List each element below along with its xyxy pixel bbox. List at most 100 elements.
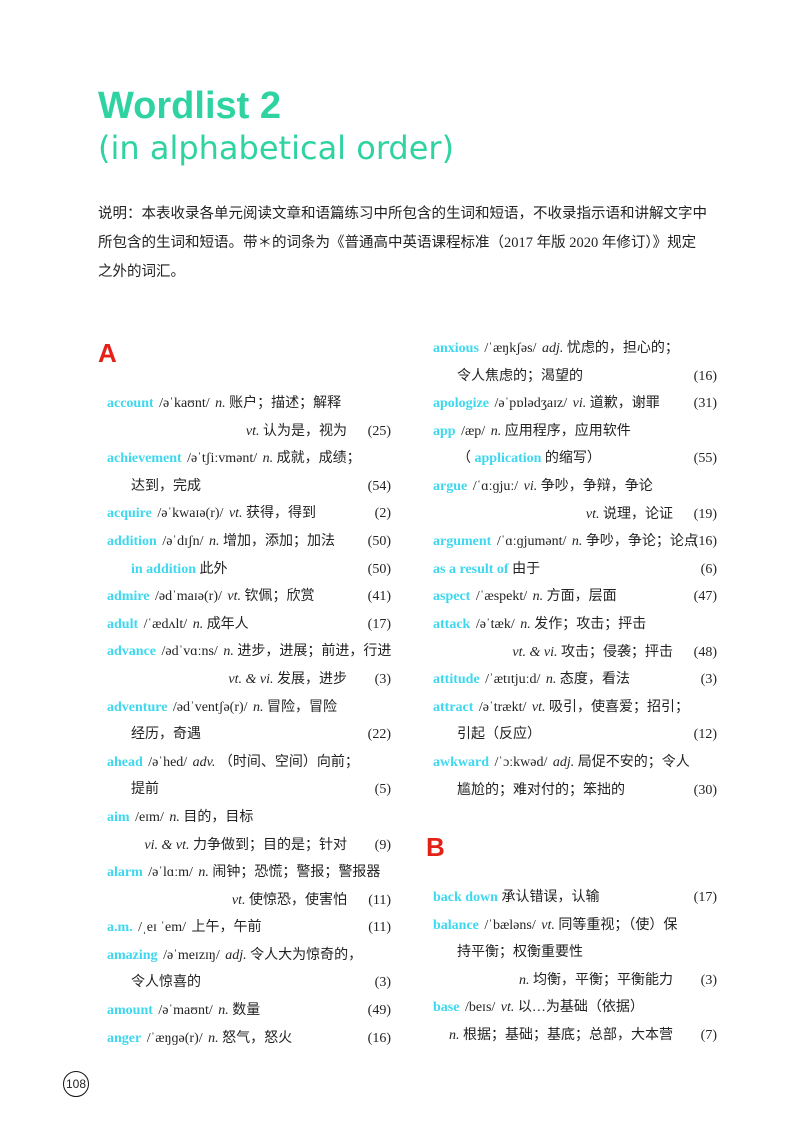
- phonetic: /ˈɑːɡjumənt/: [496, 534, 567, 550]
- entry-line: 提前 (5): [107, 776, 391, 804]
- word-entry: alarm /əˈlɑːm/ n. 闹钟；恐慌；警报；警报器: [107, 859, 391, 887]
- headword: advance: [107, 644, 156, 660]
- entry-line: 尴尬的；难对付的；笨拙的 (30): [433, 777, 717, 805]
- entry-line: in addition 此外 (50): [107, 556, 391, 584]
- unit-reference: (25): [367, 423, 391, 439]
- word-entry: ahead /əˈhed/ adv. （时间、空间）向前；: [107, 749, 391, 777]
- definition: 怒气，怒火: [222, 1030, 293, 1046]
- phonetic: /ˈæspekt/: [475, 589, 528, 605]
- word-entry: a.m. /ˌeɪ ˈem/ 上午，午前 (11): [107, 914, 391, 942]
- part-of-speech: vt. & vi.: [512, 644, 558, 660]
- part-of-speech: adj.: [225, 947, 247, 963]
- definition: 令人大为惊奇的，: [250, 947, 363, 963]
- unit-reference: (19): [693, 506, 717, 522]
- definition: 进步，进展；前进，行进: [237, 644, 392, 660]
- part-of-speech: n.: [571, 534, 583, 550]
- definition: 尴尬的；难对付的；笨拙的: [457, 782, 625, 798]
- page-title: Wordlist 2: [98, 85, 281, 127]
- part-of-speech: n.: [208, 1030, 219, 1046]
- phonetic: /ˈbæləns/: [484, 917, 536, 933]
- unit-reference: (9): [374, 837, 391, 853]
- headword: acquire: [107, 506, 152, 522]
- part-of-speech: vt.: [585, 506, 600, 522]
- word-entry: achievement /əˈtʃiːvmənt/ n. 成就，成绩；: [107, 445, 391, 473]
- headword: aspect: [433, 589, 471, 605]
- definition: 应用程序，应用软件: [504, 423, 631, 439]
- definition: 令人焦虑的；渴望的: [457, 368, 583, 384]
- part-of-speech: vt. & vi.: [228, 671, 274, 687]
- definition: 的缩写）: [544, 451, 601, 467]
- definition: 增加，添加；加法: [223, 533, 336, 549]
- definition: 使惊恐，使害怕: [249, 892, 347, 908]
- phonetic: /ədˈvɑːns/: [161, 644, 218, 660]
- phonetic: /əˈlɑːm/: [148, 865, 193, 881]
- headword: in addition: [131, 561, 196, 577]
- entry-line: 经历，奇遇 (22): [107, 721, 391, 749]
- headword: argue: [433, 478, 468, 494]
- phonetic: /əˈhed/: [148, 754, 188, 770]
- part-of-speech: n.: [215, 396, 226, 411]
- unit-reference: (6): [700, 561, 717, 577]
- section-letter-b: B: [426, 832, 445, 862]
- part-of-speech: n.: [519, 972, 530, 988]
- word-entry: addition /əˈdɪʃn/ n. 增加，添加；加法 (50): [107, 528, 391, 556]
- word-entry: as a result of 由于 (6): [433, 556, 717, 584]
- phonetic: /ˈæŋkʃəs/: [484, 341, 537, 356]
- unit-reference: (30): [693, 782, 717, 798]
- entry-line: 令人焦虑的；渴望的 (16): [433, 363, 717, 391]
- phonetic: /ˈɔːkwəd/: [494, 754, 548, 770]
- part-of-speech: vt.: [227, 589, 241, 605]
- unit-reference: (55): [693, 451, 717, 467]
- phonetic: /əˈkwaɪə(r)/: [157, 506, 224, 522]
- headword: admire: [107, 589, 150, 605]
- definition: 达到，完成: [131, 478, 201, 494]
- page-subtitle: (in alphabetical order): [98, 129, 455, 167]
- headword: argument: [433, 534, 492, 550]
- unit-reference: (54): [367, 478, 391, 494]
- definition: 上午，午前: [191, 920, 262, 936]
- phonetic: /ˈætɪtjuːd/: [485, 672, 541, 688]
- entry-line: 达到，完成 (54): [107, 473, 391, 501]
- part-of-speech: adj.: [552, 754, 575, 770]
- entry-line: vi. & vt. 力争做到；目的是；针对 (9): [107, 832, 391, 860]
- definition: 同等重视；（使）保: [558, 917, 678, 933]
- phonetic: /əˈtrækt/: [478, 699, 527, 715]
- phonetic: /əˈdɪʃn/: [162, 533, 204, 549]
- headword: apologize: [433, 396, 489, 412]
- entry-line: vt. 使惊恐，使害怕 (11): [107, 887, 391, 915]
- unit-reference: (2): [374, 506, 391, 522]
- entry-line: n. 均衡，平衡；平衡能力 (3): [433, 967, 717, 995]
- word-entry: acquire /əˈkwaɪə(r)/ vt. 获得，得到 (2): [107, 500, 391, 528]
- definition: 成年人: [206, 616, 249, 632]
- entry-line: vt. & vi. 发展，进步 (3): [107, 666, 391, 694]
- word-entry: back down 承认错误，认输 (17): [433, 884, 717, 912]
- part-of-speech: n.: [520, 616, 531, 632]
- entry-line: 引起（反应） (12): [433, 721, 717, 749]
- word-entry: attitude /ˈætɪtjuːd/ n. 态度，看法 (3): [433, 666, 717, 694]
- part-of-speech: n.: [262, 451, 274, 467]
- headword: alarm: [107, 865, 143, 881]
- part-of-speech: n.: [223, 644, 234, 660]
- part-of-speech: vt.: [531, 699, 546, 715]
- definition: 根据；基础；基底；总部，大本营: [463, 1027, 673, 1043]
- headword: amazing: [107, 947, 158, 963]
- phonetic: /ˈæŋɡə(r)/: [146, 1030, 203, 1046]
- word-entry: balance /ˈbæləns/ vt. 同等重视；（使）保: [433, 912, 717, 940]
- definition: 闹钟；恐慌；警报；警报器: [212, 865, 381, 881]
- part-of-speech: n.: [218, 1003, 229, 1019]
- word-entry: aim /eɪm/ n. 目的，目标: [107, 804, 391, 832]
- unit-reference: (3): [700, 672, 717, 688]
- definition: 忧虑的，担心的；: [566, 341, 679, 356]
- part-of-speech: vi.: [572, 396, 587, 412]
- entry-line: vt. & vi. 攻击；侵袭；抨击 (48): [433, 639, 717, 667]
- definition: 力争做到；目的是；针对: [193, 837, 347, 853]
- word-entry: anxious /ˈæŋkʃəs/ adj. 忧虑的，担心的；: [433, 335, 717, 363]
- definition: 道歉，谢罪: [589, 396, 660, 412]
- unit-reference: (49): [367, 1003, 391, 1019]
- intro-note: 说明：本表收录各单元阅读文章和语篇练习中所包含的生词和短语，不收录指示语和讲解文…: [98, 206, 707, 280]
- definition: 令人惊喜的: [131, 975, 201, 991]
- unit-reference: (47): [693, 589, 717, 605]
- definition: 发作；攻击；抨击: [534, 616, 647, 632]
- wordlist-column-a-left: account /əˈkaʊnt/ n. 账户；描述；解释 vt. 认为是，视为…: [107, 390, 391, 1052]
- unit-reference: (22): [367, 727, 391, 743]
